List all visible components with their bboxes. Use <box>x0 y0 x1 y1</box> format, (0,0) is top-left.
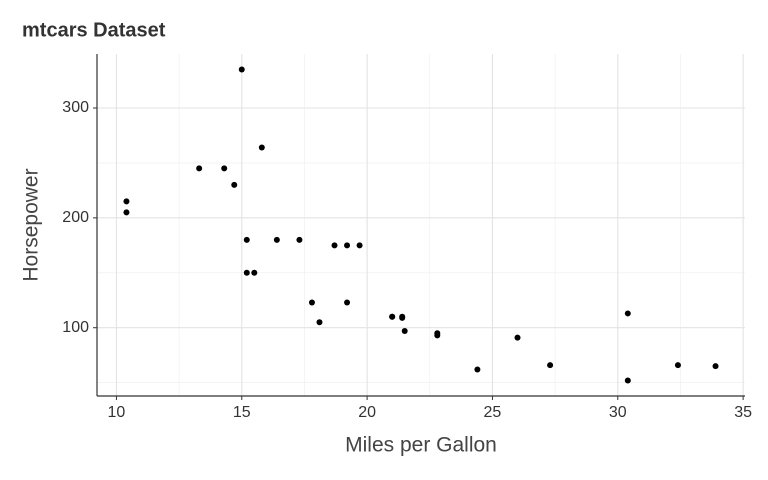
point <box>434 330 441 337</box>
x-tick-label: 10 <box>108 404 126 421</box>
point <box>196 165 203 172</box>
x-tick-label: 20 <box>358 404 376 421</box>
chart-title: mtcars Dataset <box>22 19 166 41</box>
y-tick-label: 100 <box>62 319 89 336</box>
point <box>308 299 315 306</box>
point <box>344 242 351 249</box>
point <box>514 334 521 341</box>
x-tick-label: 25 <box>484 404 502 421</box>
x-tick-label: 15 <box>233 404 251 421</box>
point <box>273 236 280 243</box>
point <box>243 236 250 243</box>
y-tick-label: 200 <box>62 209 89 226</box>
point <box>258 144 265 151</box>
point <box>399 314 406 321</box>
point <box>331 242 338 249</box>
point <box>316 319 323 326</box>
x-axis-title: Miles per Gallon <box>345 434 497 457</box>
point <box>123 209 130 216</box>
point <box>344 299 351 306</box>
point <box>123 198 130 205</box>
point <box>389 313 396 320</box>
point <box>547 362 554 369</box>
point <box>356 242 363 249</box>
point <box>712 363 719 370</box>
point <box>221 165 228 172</box>
point <box>624 377 631 384</box>
point <box>251 269 258 276</box>
point <box>238 66 245 73</box>
point <box>243 269 250 276</box>
x-tick-label: 35 <box>734 404 752 421</box>
x-tick-label: 30 <box>609 404 627 421</box>
point <box>401 328 408 335</box>
point <box>296 236 303 243</box>
point <box>624 310 631 317</box>
point <box>474 366 481 373</box>
y-tick-label: 300 <box>62 99 89 116</box>
y-axis-title: Horsepower <box>20 168 43 281</box>
point <box>674 362 681 369</box>
point <box>231 181 238 188</box>
